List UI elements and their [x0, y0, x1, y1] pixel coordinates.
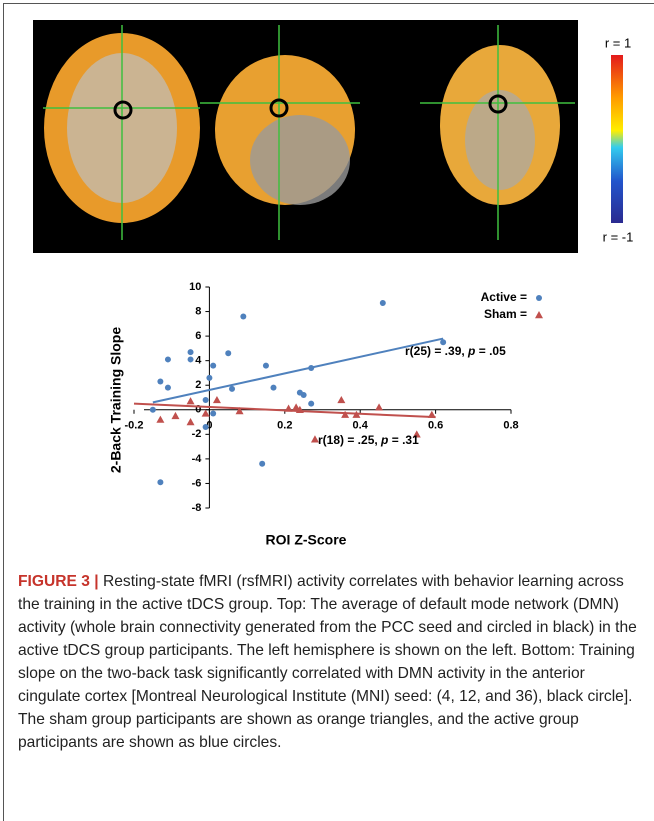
y-tick-label: -2 — [192, 428, 202, 440]
point — [187, 397, 195, 404]
point — [156, 416, 164, 423]
point — [157, 379, 163, 385]
point — [210, 410, 216, 416]
point — [210, 363, 216, 369]
y-tick-label: 2 — [195, 379, 201, 391]
figure: r = 1 r = -1 2-Back Training Slope ROI Z… — [0, 0, 654, 560]
annotation-part: = .31 — [388, 433, 419, 447]
x-tick-label: 0.8 — [503, 420, 518, 432]
point — [188, 356, 194, 362]
point — [171, 412, 179, 419]
point — [157, 479, 163, 485]
point — [270, 385, 276, 391]
y-tick-label: 8 — [195, 305, 201, 317]
x-tick-label: -0.2 — [125, 420, 144, 432]
point — [341, 411, 349, 418]
point — [150, 407, 156, 413]
x-tick-label: 0.6 — [428, 420, 443, 432]
point — [202, 409, 210, 416]
point — [337, 396, 345, 403]
point — [206, 375, 212, 381]
annotation-part: r(25) = .39, — [405, 344, 468, 358]
y-axis-title: 2-Back Training Slope — [108, 327, 124, 473]
point — [308, 401, 314, 407]
trend-line — [134, 404, 436, 418]
annotation: r(25) = .39, p = .05 — [405, 344, 506, 358]
point — [285, 405, 293, 412]
caption-label: FIGURE 3 | — [18, 573, 99, 590]
y-tick-label: 4 — [195, 355, 202, 367]
point — [203, 424, 209, 430]
point — [375, 403, 383, 410]
point — [263, 363, 269, 369]
point — [213, 396, 221, 403]
x-axis-title: ROI Z-Score — [266, 532, 347, 548]
annotation: r(18) = .25, p = .31 — [318, 433, 419, 447]
point — [301, 392, 307, 398]
y-tick-label: 10 — [189, 281, 201, 293]
colorbar-top-label: r = 1 — [605, 35, 631, 50]
legend-label: Active = — [481, 290, 527, 304]
caption-text: Resting-state fMRI (rsfMRI) activity cor… — [18, 573, 637, 751]
point — [165, 385, 171, 391]
caption: FIGURE 3 | Resting-state fMRI (rsfMRI) a… — [18, 570, 640, 754]
annotation-part: p — [380, 433, 388, 447]
y-tick-label: -4 — [192, 453, 203, 465]
y-tick-label: -8 — [192, 502, 202, 514]
point — [203, 397, 209, 403]
point — [240, 313, 246, 319]
legend-label: Sham = — [484, 307, 527, 321]
y-tick-label: 6 — [195, 330, 201, 342]
point — [187, 418, 195, 425]
x-tick-label: 0.4 — [353, 420, 369, 432]
point — [380, 300, 386, 306]
x-tick-label: 0.2 — [277, 420, 292, 432]
point — [428, 411, 436, 418]
legend-marker — [536, 295, 542, 301]
point — [165, 356, 171, 362]
legend-marker — [535, 311, 543, 318]
annotation-part: r(18) = .25, — [318, 433, 381, 447]
annotation-part: = .05 — [475, 344, 506, 358]
brain-images — [33, 20, 623, 253]
colorbar-bottom-label: r = -1 — [603, 229, 634, 244]
point — [308, 365, 314, 371]
point — [229, 386, 235, 392]
point — [225, 350, 231, 356]
annotation-part: p — [467, 344, 475, 358]
point — [188, 349, 194, 355]
point — [259, 461, 265, 467]
y-tick-label: -6 — [192, 477, 202, 489]
